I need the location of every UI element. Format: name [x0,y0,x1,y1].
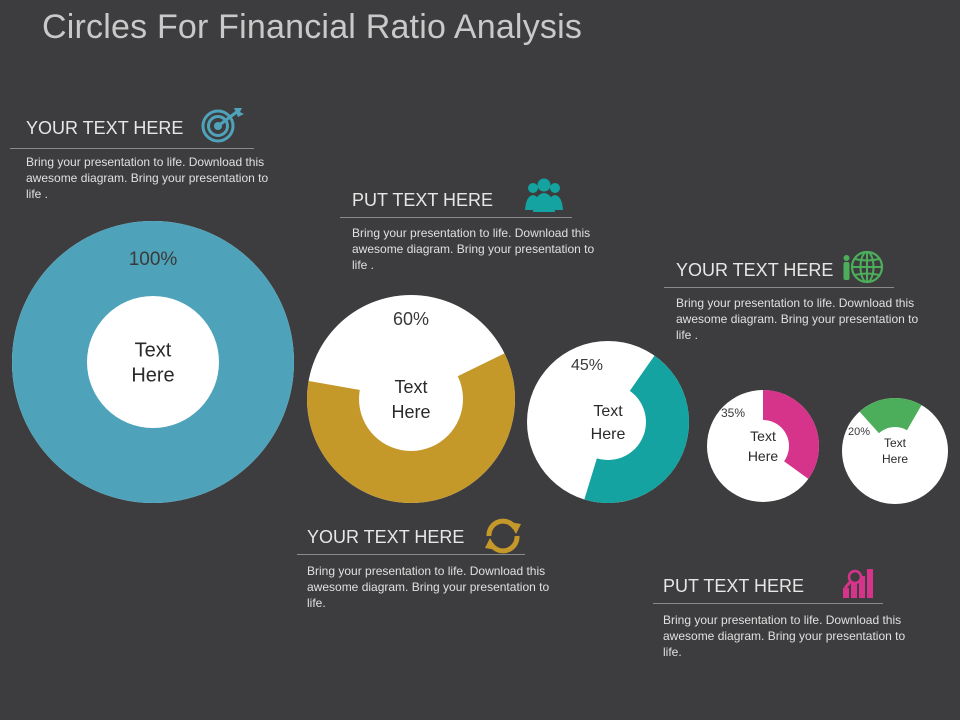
circle-segment [763,390,819,479]
circle-hole [737,420,789,472]
block-heading: PUT TEXT HERE [352,190,494,210]
page-title: Circles For Financial Ratio Analysis [42,8,583,46]
block-heading: YOUR TEXT HERE [26,118,184,138]
block-heading: YOUR TEXT HERE [307,527,465,547]
globe-person-icon [842,248,884,291]
percent-label: 60% [393,309,429,329]
percent-label: 100% [129,249,178,270]
target-icon [200,106,246,149]
circle-hole [87,296,219,428]
center-text: Text [884,436,907,450]
block-text: Bring your presentation to life. Downloa… [26,155,269,201]
text-block-5: PUT TEXT HERE Bring your presentation to… [653,576,905,659]
center-text: Here [748,448,779,464]
text-block-4: YOUR TEXT HERE Bring your presentation t… [297,527,549,610]
center-text: Text [593,403,623,420]
circle-hole [359,347,463,451]
block-heading: YOUR TEXT HERE [676,260,834,280]
ratio-circle-2: 60% Text Here [307,295,515,503]
people-icon [524,176,564,219]
divider [10,148,254,149]
ratio-circle-1: 100% Text Here [12,221,294,503]
percent-label: 35% [721,406,745,420]
text-block-1: YOUR TEXT HERE Bring your presentation t… [10,118,268,201]
center-text: Here [131,365,174,387]
block-text: Bring your presentation to life. Downloa… [676,296,919,342]
center-text: Here [591,426,626,443]
circle-hole [570,384,646,460]
block-text: Bring your presentation to life. Downloa… [663,613,906,659]
ratio-circle-4: 35% Text Here [707,390,819,502]
ratio-circle-5: 20% Text Here [842,398,948,504]
divider [297,554,525,555]
divider [664,287,894,288]
block-heading: PUT TEXT HERE [663,576,805,596]
block-text: Bring your presentation to life. Downloa… [352,226,595,272]
center-text: Here [882,452,908,466]
divider [653,603,883,604]
center-text: Here [391,402,430,422]
center-text: Text [750,428,776,444]
block-text: Bring your presentation to life. Downloa… [307,564,550,610]
center-text: Text [135,340,172,362]
percent-label: 20% [848,426,870,438]
circle-hole [871,427,919,475]
divider [340,217,572,218]
refresh-icon [481,516,525,561]
ratio-circle-3: 45% Text Here [527,341,690,504]
text-block-2: PUT TEXT HERE Bring your presentation to… [340,190,594,272]
text-block-3: YOUR TEXT HERE Bring your presentation t… [664,260,918,342]
circle-segment [859,398,922,451]
center-text: Text [394,377,427,397]
chart-search-icon [842,566,876,605]
percent-label: 45% [571,357,603,374]
